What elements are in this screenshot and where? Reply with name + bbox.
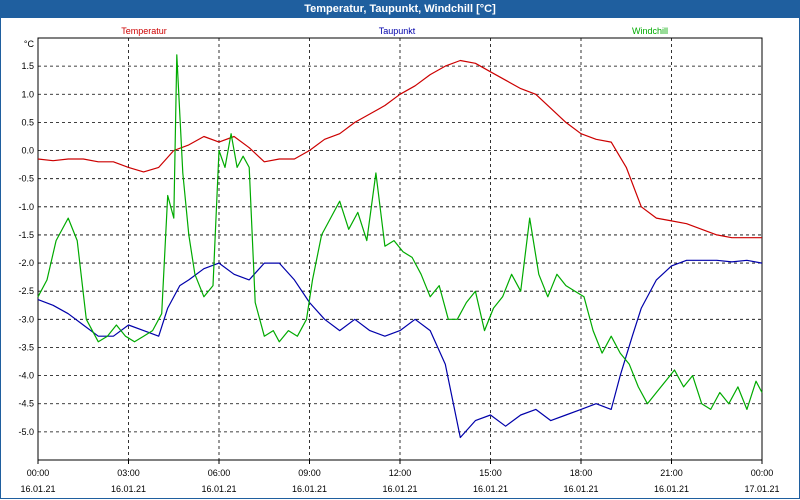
x-tick-date-label: 16.01.21 <box>201 484 236 494</box>
y-tick-label: -5.0 <box>18 427 34 437</box>
y-tick-label: -2.5 <box>18 286 34 296</box>
y-tick-label: -1.0 <box>18 202 34 212</box>
series-line-windchill <box>37 54 763 410</box>
legend-windchill: Windchill <box>632 26 668 36</box>
x-tick-time-label: 00:00 <box>27 468 50 478</box>
x-tick-time-label: 12:00 <box>389 468 412 478</box>
y-tick-label: 1.5 <box>21 61 34 71</box>
series-line-temperatur <box>37 59 762 239</box>
series-line-taupunkt <box>37 259 763 439</box>
chart-title: Temperatur, Taupunkt, Windchill [°C] <box>0 0 800 18</box>
x-tick-time-label: 09:00 <box>298 468 321 478</box>
x-tick-time-label: 15:00 <box>479 468 502 478</box>
y-tick-label: -3.0 <box>18 314 34 324</box>
x-tick-date-label: 16.01.21 <box>563 484 598 494</box>
y-tick-label: -4.5 <box>18 399 34 409</box>
legend-taupunkt: Taupunkt <box>379 26 416 36</box>
legend-temperatur: Temperatur <box>121 26 167 36</box>
x-tick-date-label: 16.01.21 <box>473 484 508 494</box>
y-tick-label: -3.5 <box>18 342 34 352</box>
x-tick-date-label: 16.01.21 <box>111 484 146 494</box>
x-tick-date-label: 16.01.21 <box>382 484 417 494</box>
x-tick-time-label: 03:00 <box>117 468 140 478</box>
x-tick-time-label: 00:00 <box>751 468 774 478</box>
x-tick-time-label: 21:00 <box>660 468 683 478</box>
y-tick-label: -4.0 <box>18 371 34 381</box>
x-tick-time-label: 06:00 <box>208 468 231 478</box>
y-tick-label: 0.5 <box>21 117 34 127</box>
y-tick-label: -2.0 <box>18 258 34 268</box>
y-axis-unit-label: °C <box>24 39 35 49</box>
y-tick-label: 1.0 <box>21 89 34 99</box>
x-tick-time-label: 18:00 <box>570 468 593 478</box>
y-tick-label: 0.0 <box>21 146 34 156</box>
x-tick-date-label: 17.01.21 <box>744 484 779 494</box>
x-tick-date-label: 16.01.21 <box>20 484 55 494</box>
y-tick-label: -1.5 <box>18 230 34 240</box>
x-tick-date-label: 16.01.21 <box>654 484 689 494</box>
y-tick-label: -0.5 <box>18 174 34 184</box>
x-tick-date-label: 16.01.21 <box>292 484 327 494</box>
